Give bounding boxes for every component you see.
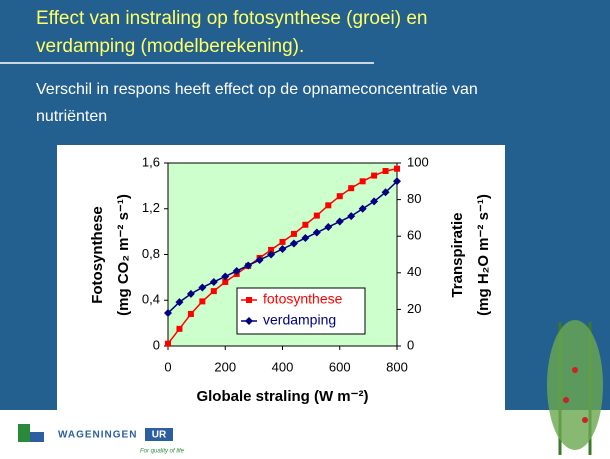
y2-axis-title: Transpiratie bbox=[449, 212, 466, 297]
marker bbox=[176, 326, 182, 332]
marker bbox=[302, 222, 308, 228]
y2-tick-label: 40 bbox=[407, 264, 421, 279]
slide: Effect van instraling op fotosynthese (g… bbox=[0, 0, 610, 459]
y-tick-label: 0 bbox=[153, 337, 160, 352]
x-tick-label: 200 bbox=[214, 359, 236, 374]
y2-tick-label: 100 bbox=[407, 154, 429, 169]
marker bbox=[291, 231, 297, 237]
subtitle: Verschil in respons heeft effect op de o… bbox=[36, 81, 478, 98]
title: verdamping (modelberekening). bbox=[36, 36, 304, 57]
marker bbox=[371, 173, 377, 179]
title: Effect van instraling op fotosynthese (g… bbox=[36, 8, 428, 29]
y-tick-label: 1,6 bbox=[142, 154, 160, 169]
legend-label: verdamping bbox=[263, 312, 336, 328]
marker bbox=[280, 239, 286, 245]
marker bbox=[325, 202, 331, 208]
y2-tick-label: 0 bbox=[407, 337, 414, 352]
subtitle: nutriënten bbox=[36, 108, 107, 125]
y-tick-label: 0,8 bbox=[142, 246, 160, 261]
y2-tick-label: 80 bbox=[407, 191, 421, 206]
logo-mark bbox=[18, 424, 30, 442]
x-tick-label: 0 bbox=[164, 359, 171, 374]
marker bbox=[211, 288, 217, 294]
marker bbox=[199, 298, 205, 304]
logo-tagline: For quality of life bbox=[140, 449, 185, 455]
y-axis-title: (mg CO₂ m⁻² s⁻¹) bbox=[115, 194, 132, 316]
x-tick-label: 800 bbox=[386, 359, 408, 374]
marker bbox=[337, 193, 343, 199]
y2-tick-label: 60 bbox=[407, 228, 421, 243]
logo-suffix: UR bbox=[152, 430, 167, 441]
marker bbox=[188, 311, 194, 317]
legend-label: fotosynthese bbox=[263, 291, 343, 307]
marker bbox=[383, 168, 389, 174]
y2-axis-title: (mg H₂O m⁻² s⁻¹) bbox=[475, 194, 492, 316]
y-tick-label: 0,4 bbox=[142, 292, 160, 307]
x-axis-title: Globale straling (W m⁻²) bbox=[196, 388, 368, 405]
y2-tick-label: 20 bbox=[407, 301, 421, 316]
x-tick-label: 600 bbox=[329, 359, 351, 374]
x-tick-label: 400 bbox=[272, 359, 294, 374]
logo-name: WAGENINGEN bbox=[58, 430, 137, 441]
y-tick-label: 1,2 bbox=[142, 200, 160, 215]
logo-mark bbox=[30, 432, 44, 442]
marker bbox=[246, 297, 252, 303]
marker bbox=[348, 185, 354, 191]
marker bbox=[165, 341, 171, 347]
marker bbox=[314, 213, 320, 219]
y-axis-title: Fotosynthese bbox=[89, 206, 106, 304]
marker bbox=[360, 178, 366, 184]
marker bbox=[394, 166, 400, 172]
